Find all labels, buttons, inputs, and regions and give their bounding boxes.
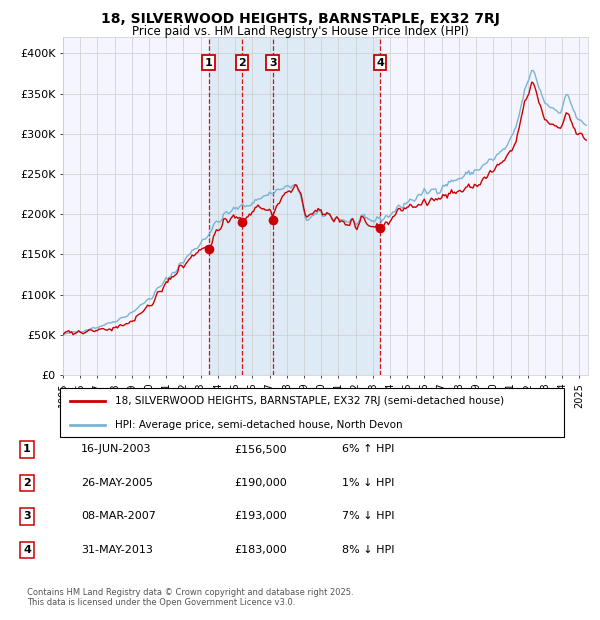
Text: 31-MAY-2013: 31-MAY-2013 [81, 545, 153, 555]
Text: 08-MAR-2007: 08-MAR-2007 [81, 512, 156, 521]
Text: 4: 4 [376, 58, 384, 68]
Text: Price paid vs. HM Land Registry's House Price Index (HPI): Price paid vs. HM Land Registry's House … [131, 25, 469, 38]
Text: 3: 3 [23, 512, 31, 521]
Text: £156,500: £156,500 [234, 445, 287, 454]
Text: Contains HM Land Registry data © Crown copyright and database right 2025.
This d: Contains HM Land Registry data © Crown c… [27, 588, 353, 607]
Text: HPI: Average price, semi-detached house, North Devon: HPI: Average price, semi-detached house,… [115, 420, 403, 430]
Text: 26-MAY-2005: 26-MAY-2005 [81, 478, 153, 488]
Text: 8% ↓ HPI: 8% ↓ HPI [342, 545, 395, 555]
Text: 2: 2 [238, 58, 246, 68]
Text: 1% ↓ HPI: 1% ↓ HPI [342, 478, 394, 488]
Text: 16-JUN-2003: 16-JUN-2003 [81, 445, 151, 454]
Text: 18, SILVERWOOD HEIGHTS, BARNSTAPLE, EX32 7RJ: 18, SILVERWOOD HEIGHTS, BARNSTAPLE, EX32… [101, 12, 499, 27]
Text: 6% ↑ HPI: 6% ↑ HPI [342, 445, 394, 454]
Text: £183,000: £183,000 [234, 545, 287, 555]
Text: £193,000: £193,000 [234, 512, 287, 521]
Text: 1: 1 [205, 58, 212, 68]
Text: 1: 1 [23, 445, 31, 454]
Text: 2: 2 [23, 478, 31, 488]
Bar [209, 37, 380, 375]
Text: 3: 3 [269, 58, 277, 68]
Text: 4: 4 [23, 545, 31, 555]
Text: 7% ↓ HPI: 7% ↓ HPI [342, 512, 395, 521]
Text: 18, SILVERWOOD HEIGHTS, BARNSTAPLE, EX32 7RJ (semi-detached house): 18, SILVERWOOD HEIGHTS, BARNSTAPLE, EX32… [115, 396, 505, 406]
Text: £190,000: £190,000 [234, 478, 287, 488]
